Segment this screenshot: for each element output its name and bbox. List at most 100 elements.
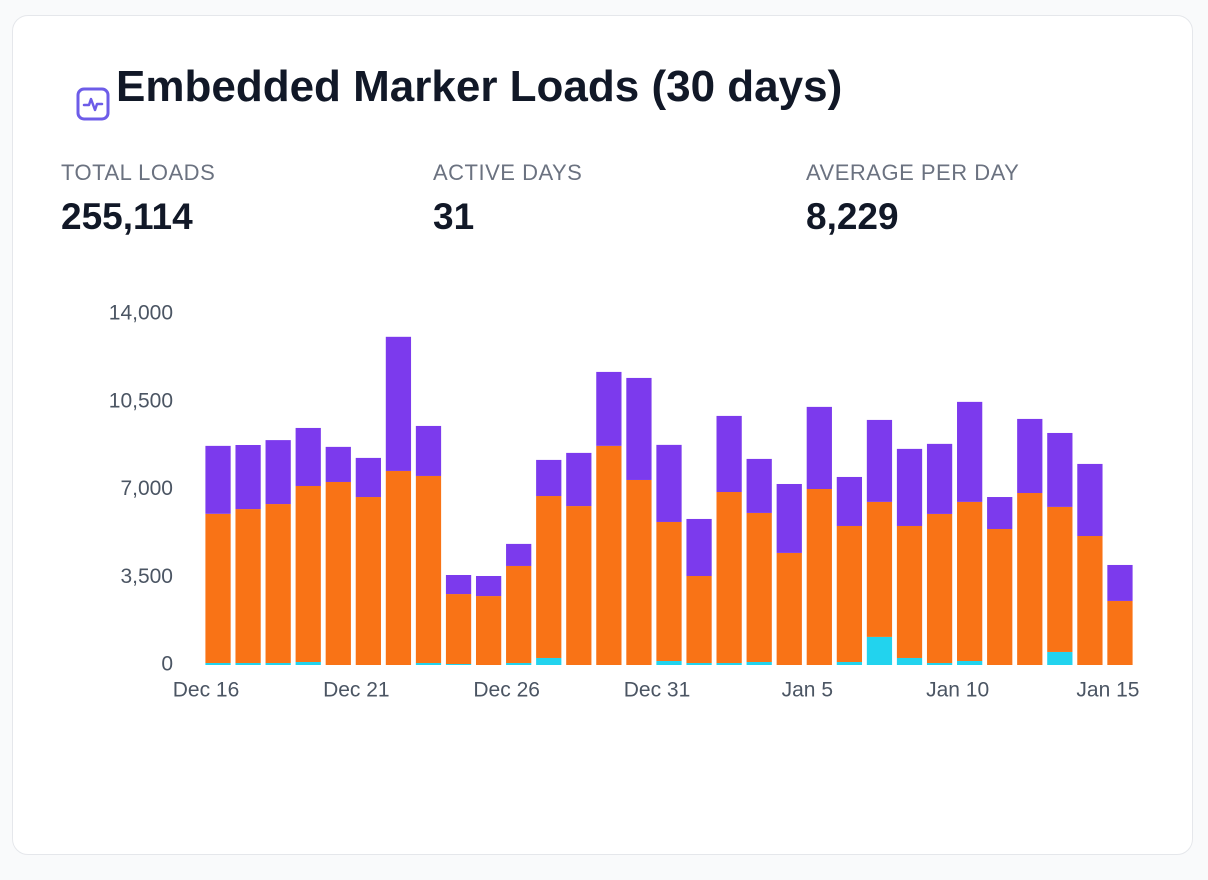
stat-label: AVERAGE PER DAY <box>806 160 1020 185</box>
y-tick-label: 0 <box>161 653 173 676</box>
stat: AVERAGE PER DAY 8,229 <box>806 160 1019 238</box>
bar-segment <box>445 663 472 665</box>
bar-segment <box>1017 418 1043 494</box>
bar-segment <box>385 470 412 665</box>
bar-segment <box>475 596 502 665</box>
bar-segment <box>1047 432 1073 507</box>
bar-segment <box>1047 506 1073 652</box>
bar-segment <box>1107 600 1133 665</box>
icon <box>76 87 110 121</box>
bar-segment <box>265 504 291 663</box>
bar-segment <box>896 448 923 526</box>
bar-segment <box>896 525 923 658</box>
stat-value: 8,229 <box>806 196 899 237</box>
x-tick-label: Jan 5 <box>782 679 833 702</box>
bar-segment <box>325 446 351 482</box>
bar-segment <box>716 662 742 665</box>
bar-segment <box>295 661 321 665</box>
bar-segment <box>776 483 802 553</box>
x-tick-label: Jan 15 <box>1076 679 1139 702</box>
bar-segment <box>506 662 532 665</box>
stat: TOTAL LOADS 255,114 <box>61 160 215 238</box>
x-tick-label: Dec 16 <box>173 679 240 702</box>
x-tick-label: Dec 31 <box>624 679 691 702</box>
y-tick-label: 10,500 <box>109 389 173 412</box>
bar-segment <box>746 512 772 662</box>
bar-segment <box>445 594 472 664</box>
x-tick-label: Jan 10 <box>926 679 989 702</box>
bar-segment <box>415 662 442 665</box>
bar-segment <box>415 475 442 663</box>
bar-segment <box>686 575 712 663</box>
bar-segment <box>1017 493 1043 665</box>
stat-label: ACTIVE DAYS <box>433 160 583 185</box>
bar-segment <box>746 458 772 513</box>
stat-label: TOTAL LOADS <box>61 160 216 185</box>
bar-segment <box>686 662 712 665</box>
bar-segment <box>235 509 261 663</box>
bar-segment <box>1077 463 1103 537</box>
chart: 0 3,500 7,000 10,500 14,000 Dec 16 Dec 21 Dec 2… <box>109 302 1140 702</box>
bar-segment <box>957 501 983 661</box>
bar-segment <box>776 552 802 665</box>
bar-segment <box>866 419 893 502</box>
bar-segment <box>686 518 712 576</box>
bar-segment <box>596 371 622 446</box>
bar-segment <box>205 513 231 663</box>
bar-segment <box>716 492 742 663</box>
bar-segment <box>475 575 502 597</box>
bar-segment <box>536 657 562 665</box>
bar-segment <box>656 660 682 665</box>
bar-segment <box>415 425 442 476</box>
bar-segment <box>205 662 231 665</box>
bar-segment <box>295 485 321 662</box>
bar-segment <box>866 636 893 665</box>
bar-segment <box>987 497 1013 529</box>
title: Embedded Marker Loads (30 days) <box>116 62 843 111</box>
bar-segment <box>866 501 893 637</box>
bar-segment <box>626 479 652 665</box>
bar-segment <box>566 452 592 507</box>
bar-segment <box>265 440 291 505</box>
bar-segment <box>536 459 562 497</box>
bar-segment <box>355 497 381 665</box>
bar-segment <box>806 406 832 489</box>
stat-value: 31 <box>433 196 475 237</box>
bar-segment <box>957 401 983 502</box>
bar-segment <box>265 662 291 665</box>
y-tick-label: 3,500 <box>120 565 173 588</box>
bar-segment <box>355 457 381 498</box>
bar-segment <box>656 521 682 661</box>
x-tick-label: Dec 21 <box>323 679 390 702</box>
bar-segment <box>836 525 863 662</box>
stat-value: 255,114 <box>61 196 193 237</box>
bar-segment <box>836 476 863 526</box>
bar-segment <box>746 661 772 665</box>
bar-segment <box>926 513 953 663</box>
bar-segment <box>987 528 1013 665</box>
bar-segment <box>205 445 231 514</box>
bar-segment <box>536 496 562 658</box>
x-tick-label: Dec 26 <box>473 679 540 702</box>
bar-segment <box>325 481 351 665</box>
bar-segment <box>926 662 953 665</box>
y-tick-label: 14,000 <box>109 302 173 325</box>
bar-segment <box>957 660 983 665</box>
y-tick-label: 7,000 <box>120 477 173 500</box>
bar-segment <box>926 443 953 514</box>
bar-segment <box>295 427 321 486</box>
stat: ACTIVE DAYS 31 <box>433 160 582 238</box>
bar-segment <box>445 574 472 595</box>
bar-segment <box>896 657 923 665</box>
bar-segment <box>596 445 622 665</box>
bar-segment <box>566 506 592 665</box>
bar-segment <box>385 336 412 471</box>
bar-segment <box>235 662 261 665</box>
bar-segment <box>836 661 863 665</box>
bar-segment <box>656 444 682 522</box>
bar-segment <box>716 415 742 493</box>
bar-segment <box>806 488 832 665</box>
bar-segment <box>1047 651 1073 665</box>
bar-segment <box>506 565 532 663</box>
